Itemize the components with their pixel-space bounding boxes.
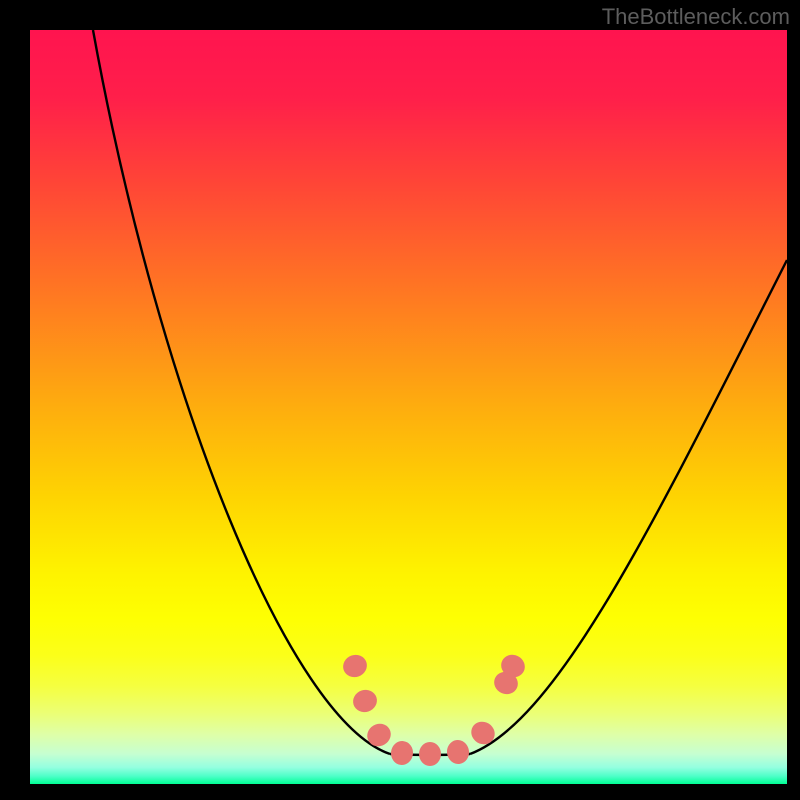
gradient-background <box>30 30 787 784</box>
watermark-text: TheBottleneck.com <box>602 4 790 30</box>
bottleneck-chart <box>0 0 800 800</box>
data-marker <box>419 742 441 766</box>
chart-frame: TheBottleneck.com <box>0 0 800 800</box>
